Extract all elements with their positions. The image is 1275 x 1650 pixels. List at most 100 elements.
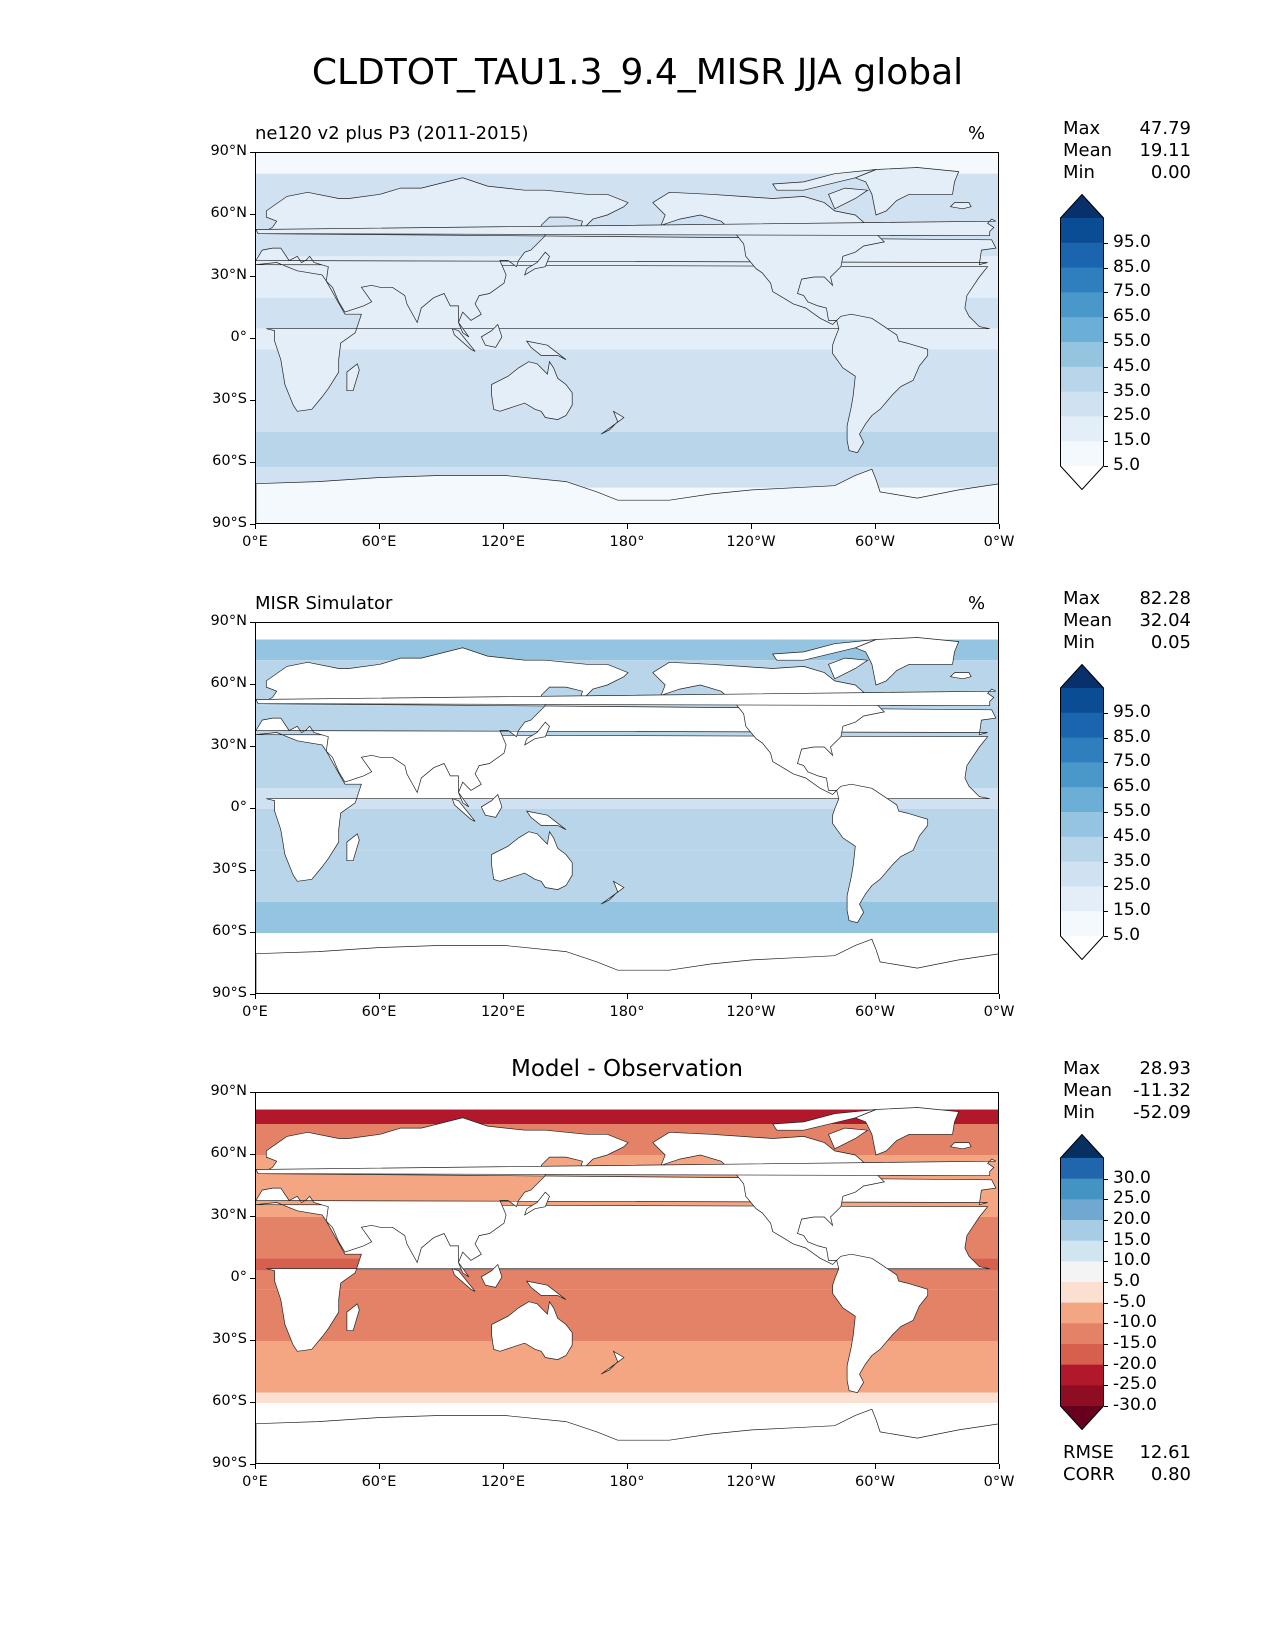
colorbar-tick	[1104, 737, 1108, 739]
colorbar-outline	[1060, 1133, 1104, 1431]
rmse-row: RMSE 12.61	[1063, 1442, 1191, 1464]
colorbar-tick	[1104, 712, 1108, 714]
lat-tick	[250, 1278, 255, 1279]
land-baffin-diff	[828, 1127, 869, 1150]
colorbar-segment	[1060, 1178, 1104, 1200]
colorbar-segment	[1060, 1282, 1104, 1304]
lat-tick-label: 90°S	[212, 985, 247, 1001]
lat-tick-label: 60°N	[210, 1145, 247, 1161]
stat-value: 28.93	[1139, 1058, 1191, 1079]
stat-value: 0.00	[1150, 162, 1191, 183]
land-australia-model	[491, 360, 573, 420]
colorbar-tick	[1104, 861, 1108, 863]
land-australia-diff	[491, 1300, 573, 1360]
colorbar-tick-label: 5.0	[1113, 455, 1141, 475]
colorbar-segment	[1060, 911, 1104, 937]
land-arctic-obs	[772, 639, 877, 661]
lon-tick	[627, 524, 628, 529]
lon-tick-label: 60°W	[854, 1474, 896, 1490]
rmse-label: RMSE	[1063, 1442, 1114, 1463]
lat-tick	[250, 932, 255, 933]
lon-tick-label: 60°E	[361, 1474, 397, 1490]
stat-label: Mean	[1063, 1080, 1113, 1101]
lon-tick	[255, 524, 256, 529]
land-baffin-obs	[828, 657, 869, 680]
lon-tick	[503, 524, 504, 529]
field-band-diff-8	[256, 1341, 998, 1393]
lon-tick	[255, 994, 256, 999]
lat-tick	[250, 276, 255, 277]
stat-row-mean: Mean -11.32	[1063, 1080, 1191, 1102]
stat-row-max: Max 47.79	[1063, 118, 1191, 140]
map-obs	[255, 622, 999, 994]
land-iceland-model	[949, 202, 972, 210]
land-japan-diff	[524, 1191, 550, 1216]
colorbar-tick-label: 25.0	[1113, 1188, 1151, 1209]
lat-tick	[250, 1092, 255, 1093]
lon-tick-label: 180°	[609, 1004, 645, 1020]
lon-tick	[875, 524, 876, 529]
colorbar-segment	[1060, 1199, 1104, 1221]
land-southamerica-diff	[832, 1253, 929, 1394]
colorbar-segment	[1060, 737, 1104, 763]
lat-tick-label: 90°N	[210, 1083, 247, 1099]
corr-label: CORR	[1063, 1464, 1115, 1485]
land-britain-obs	[256, 688, 997, 707]
land-borneo-diff	[480, 1263, 503, 1288]
stat-value: -11.32	[1132, 1080, 1191, 1101]
stat-value: 47.79	[1139, 118, 1191, 139]
colorbar-segment	[1060, 762, 1104, 788]
lat-tick	[250, 1402, 255, 1403]
lon-tick	[627, 1464, 628, 1469]
colorbar-segment	[1060, 1261, 1104, 1283]
colorbar-bottom-extend	[1060, 936, 1104, 960]
colorbar-segment	[1060, 391, 1104, 417]
lat-tick	[250, 1340, 255, 1341]
panel-title-obs: MISR Simulator	[255, 593, 393, 614]
land-britain-model	[256, 218, 997, 237]
colorbar-tick	[1104, 1261, 1108, 1263]
lat-tick-label: 30°S	[212, 391, 247, 407]
colorbar-tick-label: -5.0	[1113, 1291, 1147, 1312]
field-band-diff-0	[256, 1093, 998, 1110]
land-greenland-diff	[854, 1107, 960, 1156]
land-newguinea-diff	[525, 1280, 567, 1301]
colorbar-tick-label: 75.0	[1113, 281, 1151, 302]
lon-tick-label: 0°E	[242, 534, 268, 550]
land-madagascar-diff	[346, 1303, 360, 1332]
lon-tick-label: 180°	[609, 1474, 645, 1490]
land-japan-model	[524, 251, 550, 276]
land-sumatra-model	[451, 328, 476, 352]
land-sumatra-obs	[451, 798, 476, 822]
colorbar-tick	[1104, 1199, 1108, 1201]
colorbar-diff	[1060, 1133, 1104, 1431]
colorbar-model	[1060, 193, 1104, 491]
colorbar-tick-label: -15.0	[1113, 1333, 1157, 1353]
colorbar-obs	[1060, 663, 1104, 961]
panel-title-model: ne120 v2 plus P3 (2011-2015)	[255, 123, 529, 144]
stat-value: 82.28	[1139, 588, 1191, 609]
map-model	[255, 152, 999, 524]
lon-tick-label: 60°W	[854, 534, 896, 550]
land-borneo-model	[480, 323, 503, 348]
lat-tick	[250, 1154, 255, 1155]
colorbar-segment	[1060, 1220, 1104, 1242]
lon-tick	[875, 994, 876, 999]
colorbar-segment	[1060, 836, 1104, 863]
lon-tick	[379, 994, 380, 999]
colorbar-tick	[1104, 1240, 1108, 1242]
colorbar-segment	[1060, 342, 1104, 368]
lat-tick	[250, 214, 255, 215]
colorbar-tick-label: -10.0	[1113, 1312, 1157, 1333]
land-iceland-diff	[949, 1142, 972, 1150]
lat-tick-label: 90°S	[212, 1455, 247, 1471]
colorbar-tick-label: 35.0	[1113, 850, 1151, 871]
land-madagascar-obs	[346, 833, 360, 862]
colorbar-tick-label: 45.0	[1113, 825, 1151, 846]
colorbar-tick	[1104, 466, 1108, 467]
stat-value: 0.05	[1150, 632, 1191, 653]
colorbar-tick-label: 65.0	[1113, 306, 1151, 327]
colorbar-segment	[1060, 441, 1104, 467]
colorbar-graphic-diff	[1060, 1133, 1104, 1431]
colorbar-segment	[1060, 1240, 1104, 1262]
